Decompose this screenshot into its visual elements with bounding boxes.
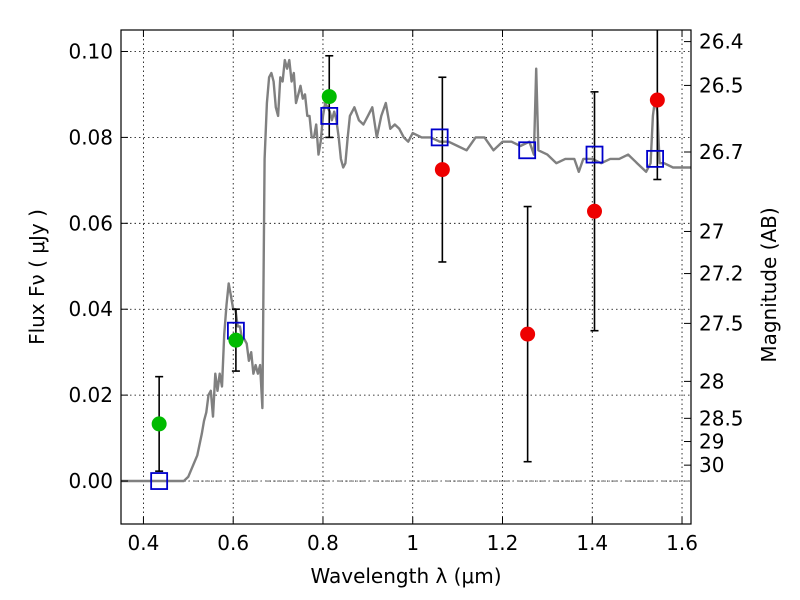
y-tick-label: 0.10 bbox=[68, 39, 113, 63]
right-tick-label: 28.5 bbox=[699, 406, 744, 430]
right-tick-label: 27.2 bbox=[699, 262, 744, 286]
error-bars bbox=[155, 30, 662, 472]
synthetic-flux-square bbox=[646, 149, 664, 168]
x-tick-label: 1.4 bbox=[576, 531, 608, 555]
x-tick-label: 0.4 bbox=[128, 531, 160, 555]
observed-flux-markers bbox=[151, 89, 665, 432]
synthetic-flux-square bbox=[150, 472, 169, 490]
right-tick-label: 28 bbox=[699, 369, 724, 393]
synthetic-flux-square bbox=[430, 128, 449, 147]
red-flux-point bbox=[587, 203, 603, 219]
green-flux-point bbox=[151, 416, 167, 432]
spectrum-line bbox=[121, 58, 691, 483]
grid-lines bbox=[121, 30, 691, 524]
x-tick-label: 1.2 bbox=[487, 531, 519, 555]
right-tick-label: 27.5 bbox=[699, 311, 744, 335]
right-tick-label: 27 bbox=[699, 219, 724, 243]
plot-frame bbox=[120, 29, 692, 525]
y-tick-label: 0.00 bbox=[68, 469, 113, 493]
right-axis-label: Magnitude (AB) bbox=[757, 207, 781, 362]
red-flux-point bbox=[649, 92, 665, 108]
x-tick-label: 1 bbox=[406, 531, 419, 555]
x-axis-ticks: 0.4 0.6 0.8 1 1.2 1.4 1.6 bbox=[128, 30, 698, 555]
red-flux-point bbox=[434, 162, 450, 178]
x-tick-label: 0.6 bbox=[217, 531, 249, 555]
y-tick-label: 0.02 bbox=[68, 383, 113, 407]
x-axis-label: Wavelength λ (μm) bbox=[310, 564, 501, 588]
y-tick-label: 0.06 bbox=[68, 211, 113, 235]
right-tick-label: 26.5 bbox=[699, 73, 744, 97]
synthetic-flux-square bbox=[320, 107, 339, 125]
right-tick-label: 29 bbox=[699, 430, 724, 454]
x-tick-label: 0.8 bbox=[307, 531, 339, 555]
synthetic-flux-square bbox=[585, 145, 604, 164]
right-tick-label: 26.4 bbox=[699, 30, 744, 54]
y-axis-label: Flux Fν ( μJy ) bbox=[25, 209, 49, 345]
y-tick-label: 0.08 bbox=[68, 125, 113, 149]
right-tick-label: 26.7 bbox=[699, 140, 744, 164]
x-tick-label: 1.6 bbox=[666, 531, 698, 555]
synthetic-photometry-markers bbox=[150, 107, 664, 490]
green-flux-point bbox=[228, 332, 244, 348]
red-flux-point bbox=[520, 326, 536, 342]
y-axis-ticks: 0.00 0.02 0.04 0.06 0.08 0.10 bbox=[68, 39, 128, 493]
green-flux-point bbox=[321, 89, 337, 105]
y-tick-label: 0.04 bbox=[68, 297, 113, 321]
right-tick-label: 30 bbox=[699, 453, 724, 477]
synthetic-flux-square bbox=[518, 141, 537, 160]
model-spectrum bbox=[121, 58, 691, 483]
